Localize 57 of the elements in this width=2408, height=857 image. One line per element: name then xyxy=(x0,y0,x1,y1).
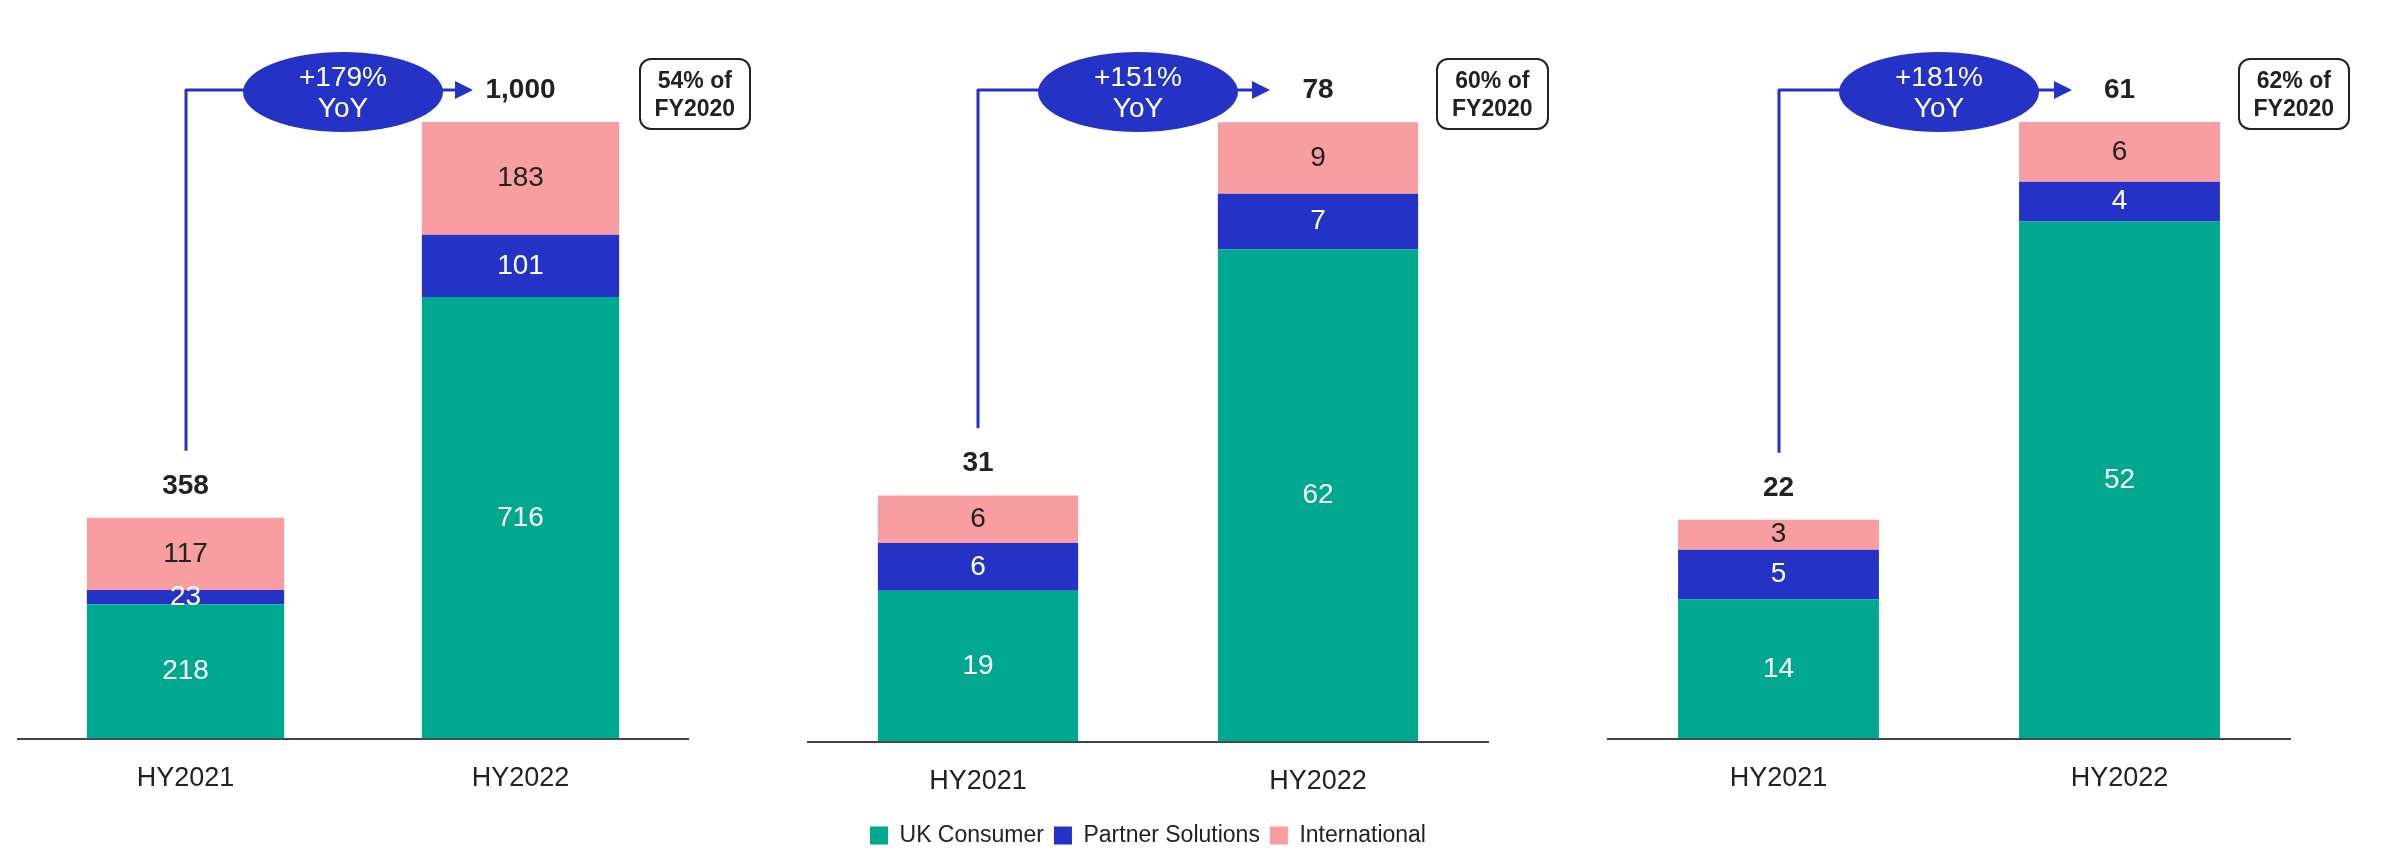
data-label: 6 xyxy=(2111,134,2128,166)
data-label: 6 xyxy=(970,502,986,534)
data-label: 716 xyxy=(497,500,544,532)
oval-badge: +181% YoY xyxy=(1839,52,2039,132)
bar xyxy=(421,234,620,298)
bar xyxy=(877,495,1079,544)
bar xyxy=(1678,519,1879,550)
bar xyxy=(1217,249,1419,742)
x-tick-label: HY2022 xyxy=(1269,765,1367,796)
total-label: 22 xyxy=(1762,470,1795,502)
text: 54% of FY2020 xyxy=(654,66,736,122)
x-tick-label: HY2021 xyxy=(136,762,235,793)
annotation: +151% YoY xyxy=(1094,61,1182,124)
total-label: 358 xyxy=(162,468,209,500)
text: 62% of FY2020 xyxy=(2253,66,2335,122)
data-label: 5 xyxy=(1770,557,1787,589)
data-label: 19 xyxy=(962,648,994,680)
bar xyxy=(1678,599,1879,739)
bar xyxy=(421,297,620,739)
data-label: 6 xyxy=(970,549,986,581)
x-tick-label: HY2022 xyxy=(2070,762,2169,793)
bar xyxy=(2019,181,2220,222)
legend-label: Partner Solutions xyxy=(1083,820,1260,847)
bar xyxy=(2019,121,2220,182)
data-label: 14 xyxy=(1762,651,1795,683)
data-label: 7 xyxy=(1310,204,1326,236)
bar xyxy=(1217,193,1419,250)
data-label: 62 xyxy=(1302,478,1334,510)
legend-label: International xyxy=(1299,820,1426,847)
total-label: 1,000 xyxy=(485,72,556,104)
legend-label: UK Consumer xyxy=(899,820,1045,847)
data-label: 4 xyxy=(2111,184,2128,216)
total-label: 31 xyxy=(962,446,994,478)
total-label: 61 xyxy=(2103,72,2136,104)
bar xyxy=(877,543,1079,591)
x-tick-label: HY2022 xyxy=(471,762,570,793)
text: 60% of FY2020 xyxy=(1452,66,1533,123)
oval-badge: +179% YoY xyxy=(243,52,443,132)
bar xyxy=(1678,549,1879,600)
data-label: 52 xyxy=(2103,462,2136,494)
data-label: 183 xyxy=(497,161,544,193)
data-label: 101 xyxy=(497,248,544,280)
bar xyxy=(2019,221,2220,739)
total-label: 78 xyxy=(1302,73,1334,105)
data-label: 218 xyxy=(162,654,209,686)
oval-badge: +151% YoY xyxy=(1038,52,1238,133)
x-tick-label: HY2021 xyxy=(929,765,1027,796)
data-label: 9 xyxy=(1310,140,1326,172)
annotation: +179% YoY xyxy=(299,60,387,123)
bar xyxy=(877,590,1079,742)
annotation: +181% YoY xyxy=(1895,60,1983,123)
data-label: 3 xyxy=(1770,517,1787,549)
x-tick-label: HY2021 xyxy=(1729,762,1828,793)
bar xyxy=(86,604,285,739)
bar xyxy=(421,121,620,235)
data-label: 117 xyxy=(163,536,208,568)
bar xyxy=(1217,122,1419,194)
